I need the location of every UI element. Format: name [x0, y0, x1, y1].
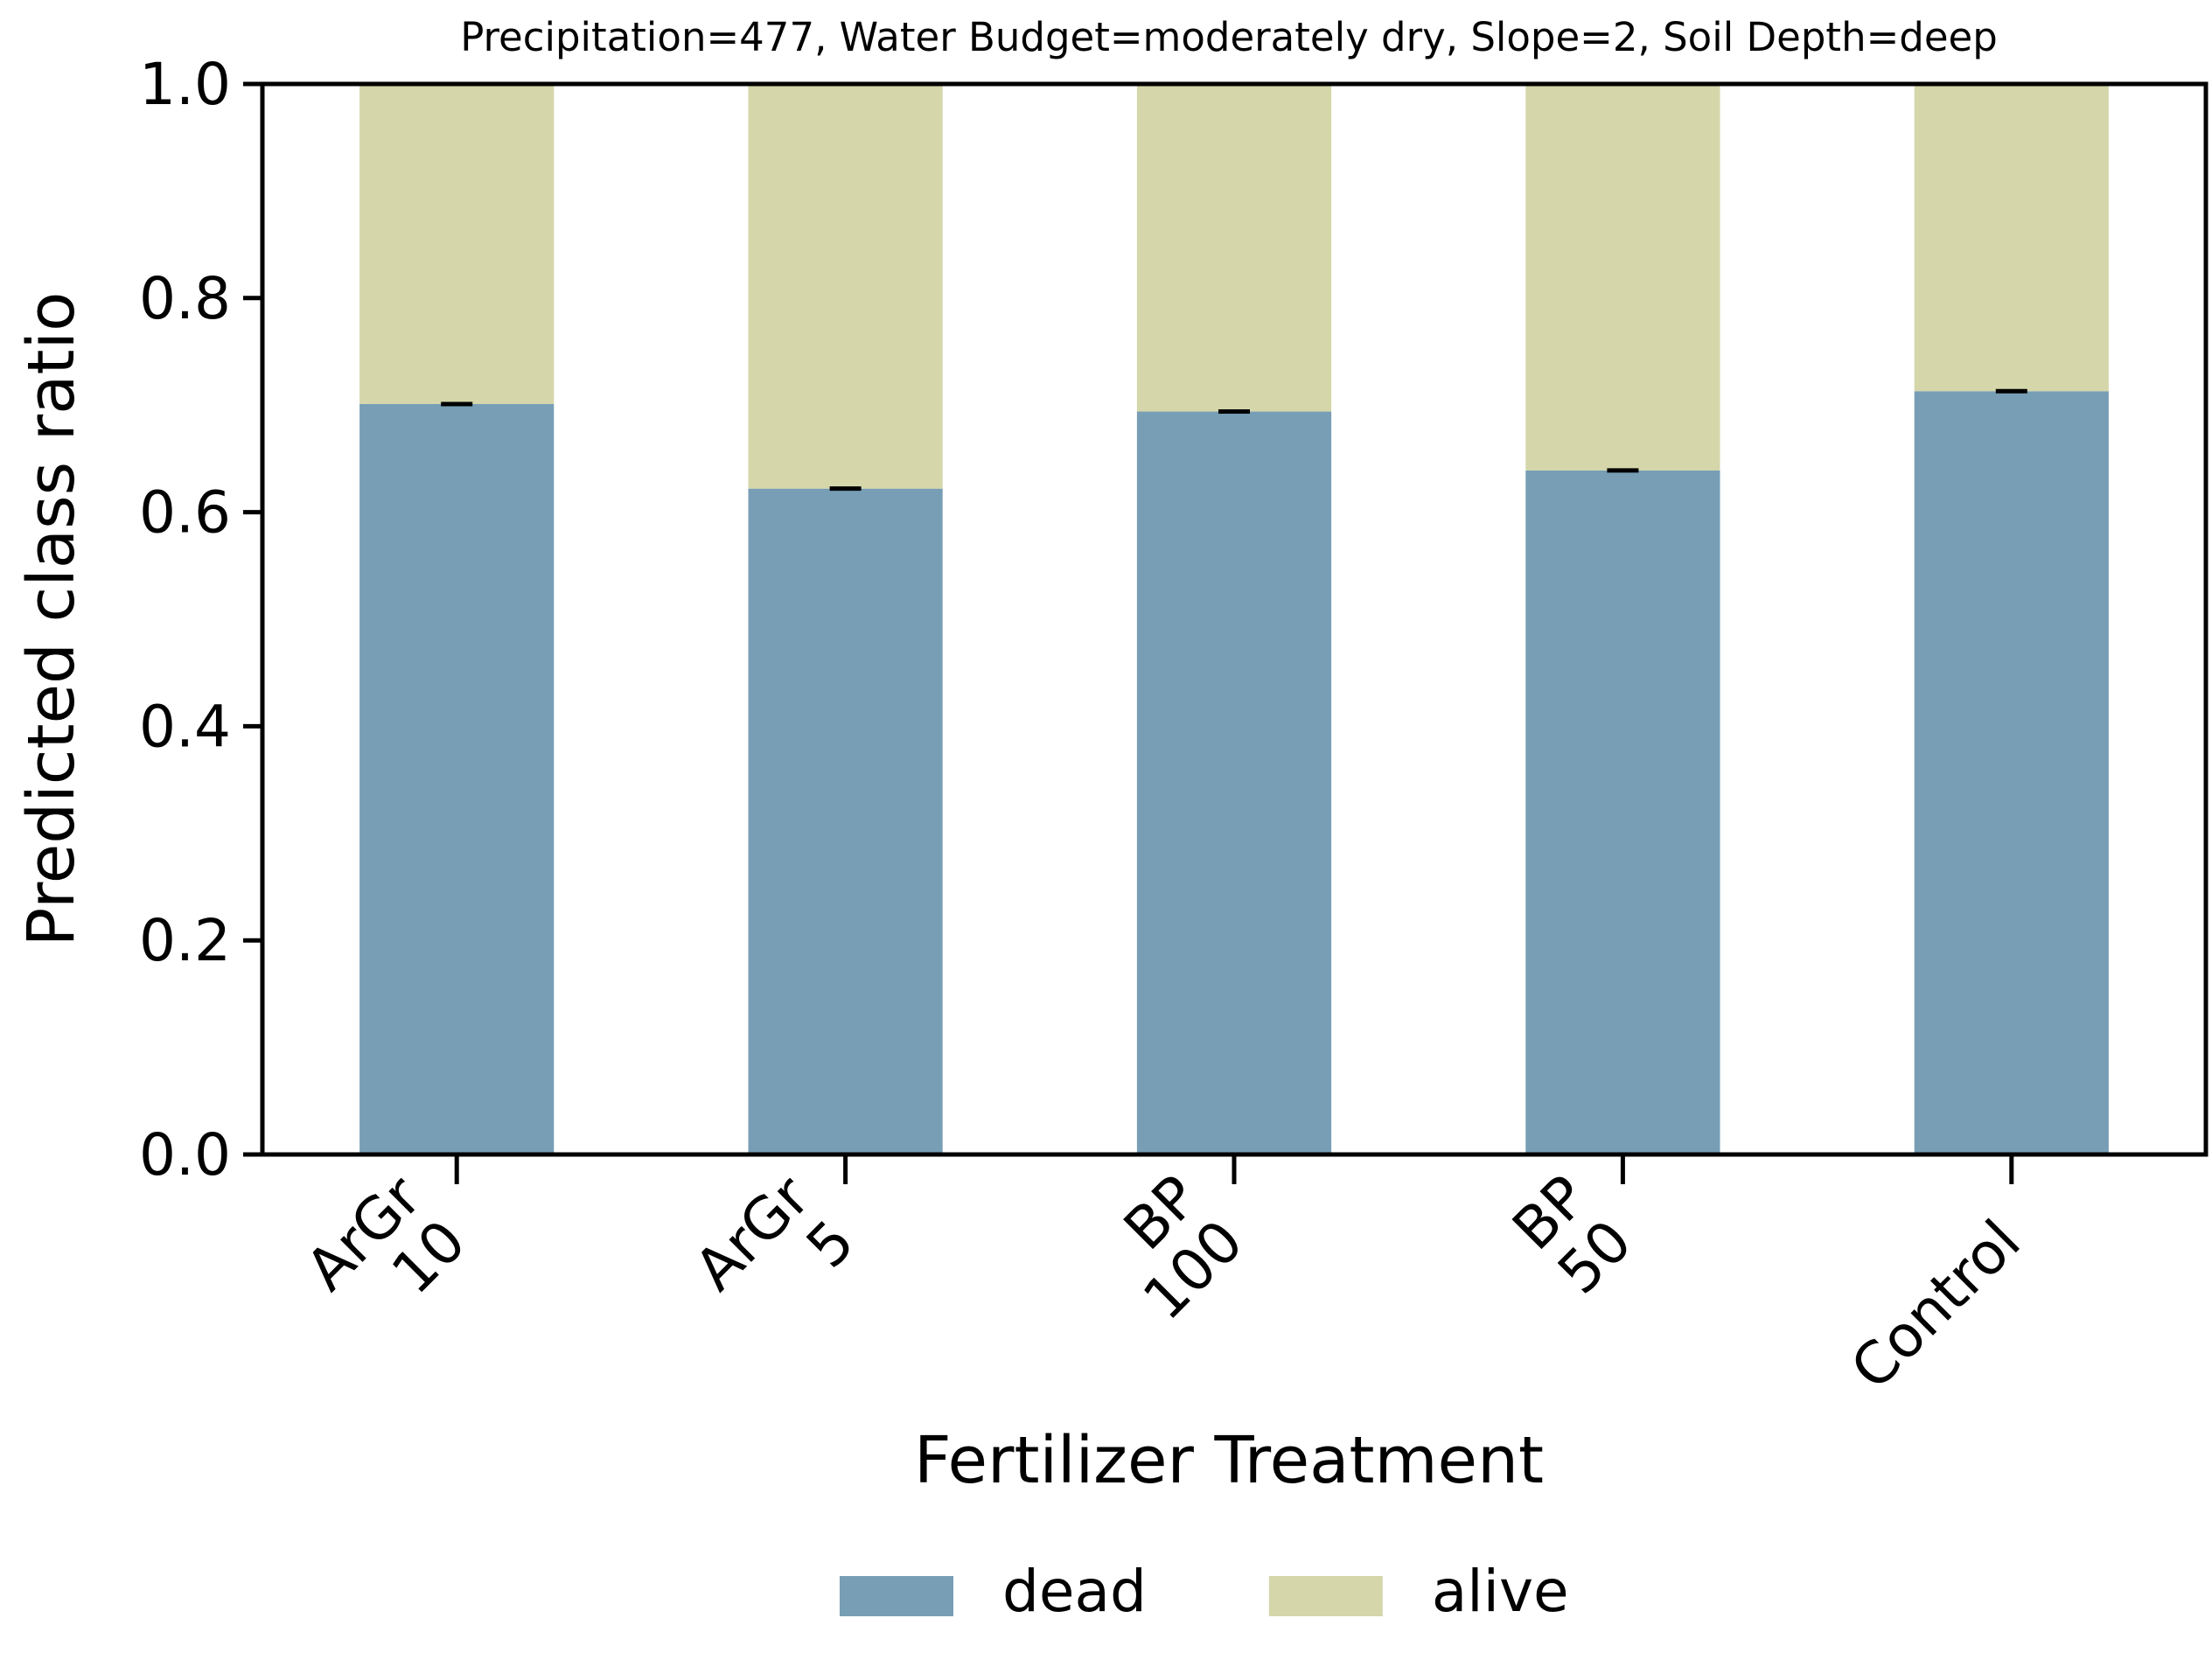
bar-alive-control: [1914, 84, 2109, 392]
x-axis-label: Fertilizer Treatment: [914, 1423, 1544, 1498]
y-tick-label: 1.0: [139, 51, 231, 118]
x-tick-label-line: Control: [1839, 1207, 2034, 1402]
y-tick-label: 0.6: [139, 479, 231, 547]
legend-label-dead: dead: [1002, 1558, 1147, 1625]
chart-title: Precipitation=477, Water Budget=moderate…: [460, 14, 1998, 60]
bar-alive-bp-100: [1136, 84, 1332, 412]
x-axis: ArGr10 ArGr5 BP100 BP50 Control: [293, 1154, 2034, 1403]
legend-label-alive: alive: [1432, 1558, 1569, 1625]
y-axis: 0.0 0.2 0.4 0.6 0.8 1.0: [139, 51, 262, 1189]
y-tick-label: 0.8: [139, 265, 231, 332]
bar-alive-argr-10: [359, 84, 555, 404]
legend-swatch-alive: [1268, 1576, 1383, 1616]
bar-dead-bp-50: [1525, 470, 1720, 1154]
y-tick-label: 0.4: [139, 693, 231, 760]
x-tick-label: Control: [1839, 1207, 2034, 1402]
x-tick-label: ArGr5: [682, 1162, 868, 1348]
bar-alive-argr-5: [748, 84, 943, 489]
legend: dead alive: [840, 1558, 1569, 1625]
x-tick-label: BP50: [1500, 1163, 1645, 1308]
bar-dead-bp-100: [1136, 411, 1332, 1154]
bar-alive-bp-50: [1525, 84, 1720, 471]
bar-dead-control: [1914, 391, 2109, 1155]
bar-dead-argr-10: [359, 403, 555, 1154]
x-tick-label: BP100: [1085, 1163, 1255, 1333]
errorbars-layer: [441, 388, 2027, 492]
legend-swatch-dead: [840, 1576, 953, 1616]
bar-dead-argr-5: [748, 488, 943, 1154]
y-axis-label: Predicted class ratio: [14, 292, 89, 947]
y-tick-label: 0.2: [139, 907, 231, 974]
x-tick-label: ArGr10: [293, 1162, 478, 1348]
y-tick-label: 0.0: [139, 1121, 231, 1189]
bars-layer: [359, 84, 2109, 1155]
